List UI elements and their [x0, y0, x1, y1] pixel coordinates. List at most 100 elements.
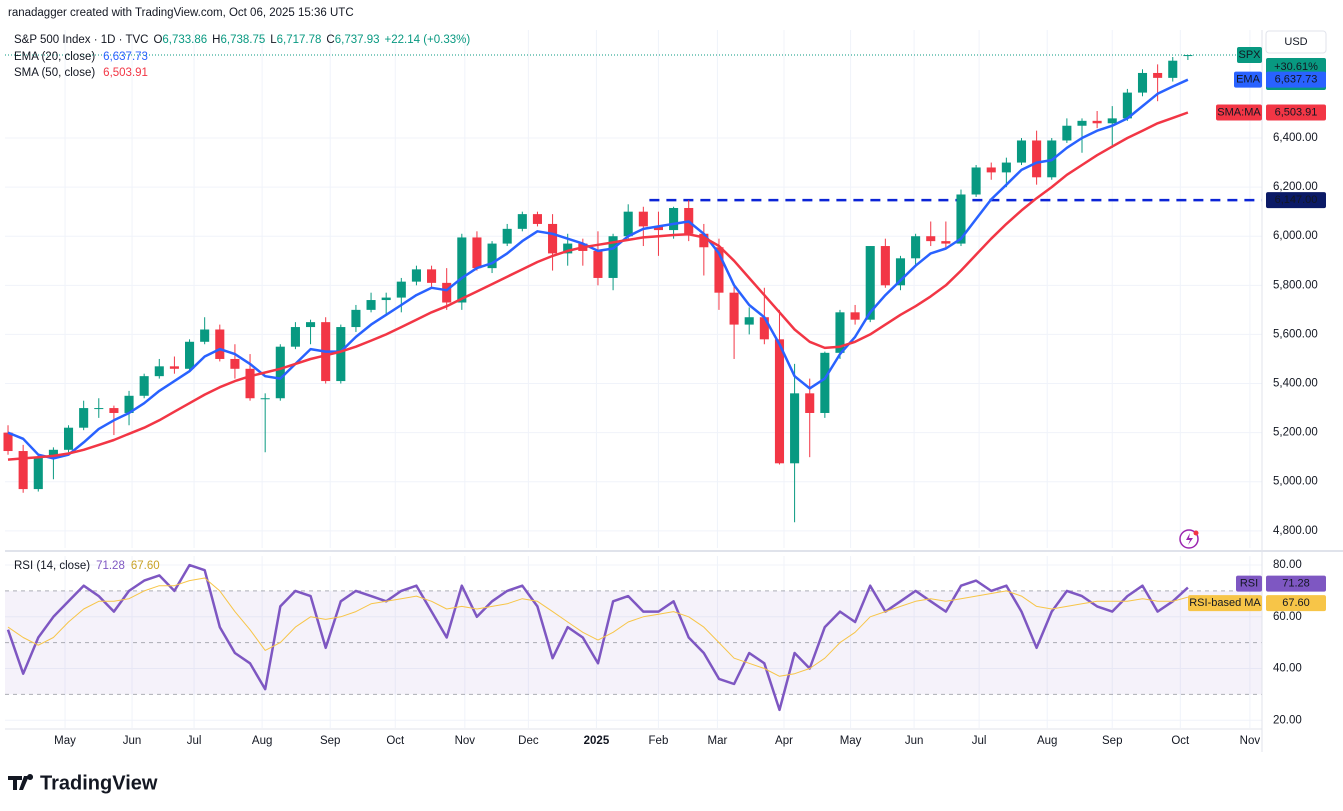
tag-value-box — [1266, 595, 1326, 612]
series-line — [7, 78, 1189, 460]
candle-body — [895, 258, 906, 286]
tag-name-box — [1188, 595, 1262, 612]
indicator-name: EMA (20, close) — [14, 51, 95, 63]
tag-name: RSI — [1240, 578, 1258, 590]
candle-body — [926, 236, 936, 242]
series-line — [6, 563, 1189, 712]
y-tick-label: 5,200.00 — [1273, 427, 1318, 439]
x-tick-label: Jul — [972, 735, 987, 747]
ohlc-label: C — [326, 34, 334, 46]
candle-body — [3, 432, 13, 452]
currency-box — [1265, 30, 1327, 54]
x-tick-label: Mar — [708, 735, 728, 747]
candle-body — [48, 449, 58, 458]
symbol-title: S&P 500 Index · 1D · TVC — [14, 34, 148, 46]
x-tick-label: May — [54, 735, 76, 747]
y-tick-label: 6,000.00 — [1273, 230, 1318, 242]
candle-body — [290, 327, 300, 347]
candle-body — [245, 368, 255, 399]
y-tick-label: 5,600.00 — [1273, 328, 1318, 340]
candle-body — [396, 281, 406, 298]
rsi-name: RSI (14, close) — [14, 560, 90, 572]
candle-body — [1137, 72, 1148, 93]
price-tag-symbol: SPX — [1238, 49, 1261, 61]
x-tick-label: Jun — [905, 735, 924, 747]
x-tick-label: Nov — [1240, 735, 1261, 747]
tag-value-box — [1266, 71, 1326, 88]
x-tick-label: Nov — [455, 735, 476, 747]
change: +22.14 (+0.33%) — [385, 34, 471, 46]
ohlc-value: 6,737.93 — [335, 34, 380, 46]
candle-body — [427, 269, 437, 283]
rsi-tick-label: 80.00 — [1273, 559, 1302, 571]
candle-body — [1107, 118, 1117, 124]
ohlc-label: L — [270, 34, 277, 46]
alert-icon — [1179, 529, 1199, 549]
tag-name: RSI-based MA — [1189, 597, 1261, 609]
candle-body — [109, 408, 119, 413]
ohlc-value: 6,733.86 — [162, 34, 207, 46]
brand-icon — [8, 774, 34, 790]
candle-body — [623, 211, 633, 237]
currency: USD — [1284, 36, 1307, 48]
ohlc-value: 6,717.78 — [277, 34, 322, 46]
candle-body — [563, 243, 573, 254]
x-tick-label: Jun — [123, 735, 142, 747]
series-line — [7, 577, 1189, 677]
x-tick-label: 2025 — [584, 735, 610, 747]
candle-body — [1077, 120, 1087, 126]
indicator-legend: EMA (20, close) 6,637.73 — [14, 51, 148, 63]
x-tick-label: Aug — [1037, 735, 1057, 747]
brand-name: TradingView — [40, 772, 158, 794]
candle-body — [306, 322, 316, 328]
candle-body — [1062, 125, 1072, 141]
y-tick-label: 6,200.00 — [1273, 181, 1318, 193]
candle-body — [608, 236, 618, 278]
x-tick-label: Feb — [649, 735, 669, 747]
alert-bolt — [1186, 533, 1193, 545]
candle-body — [124, 395, 134, 413]
candle-body — [487, 243, 497, 269]
candle-body — [774, 339, 785, 464]
x-tick-label: Sep — [1102, 735, 1122, 747]
y-tick-label: 5,400.00 — [1273, 378, 1318, 390]
tag-value-box — [1266, 104, 1326, 121]
ohlc-label: O — [153, 34, 162, 46]
brand-logo: TradingView — [8, 772, 158, 794]
x-tick-label: May — [840, 735, 862, 747]
candle-body — [744, 317, 754, 325]
candle-body — [850, 312, 860, 320]
plot-area — [3, 54, 1262, 712]
candle-body — [169, 366, 179, 369]
level-tag: 6,147.00 — [1275, 194, 1318, 206]
x-tick-label: Apr — [775, 735, 793, 747]
ohlc-value: 6,738.75 — [220, 34, 265, 46]
rsi-tick-label: 20.00 — [1273, 714, 1302, 726]
candle-body — [1168, 60, 1178, 78]
candle-body — [79, 408, 89, 428]
candle-body — [669, 207, 679, 231]
candle-body — [532, 214, 542, 224]
x-tick-label: Jul — [187, 735, 202, 747]
candle-body — [18, 451, 28, 490]
candle-body — [185, 341, 195, 369]
candle-body — [986, 167, 996, 173]
candle-body — [154, 366, 164, 377]
candle-body — [1092, 120, 1102, 124]
candle-body — [1153, 72, 1163, 78]
candle-body — [790, 393, 800, 464]
candle-body — [759, 317, 769, 340]
tag-value-box — [1266, 575, 1326, 592]
alert-dot — [1193, 530, 1199, 536]
candle-body — [517, 214, 527, 229]
candle-body — [699, 233, 709, 248]
candle-body — [63, 427, 74, 450]
rsi-value: 71.28 — [96, 560, 125, 572]
rsi-tick-label: 60.00 — [1273, 611, 1302, 623]
tag-name-box — [1216, 104, 1262, 121]
y-tick-label: 4,800.00 — [1273, 525, 1318, 537]
candle-body — [1032, 140, 1042, 178]
price-tag-symbol-box — [1237, 47, 1262, 64]
rsi-legend: RSI (14, close) 71.28 67.60 — [14, 560, 160, 572]
